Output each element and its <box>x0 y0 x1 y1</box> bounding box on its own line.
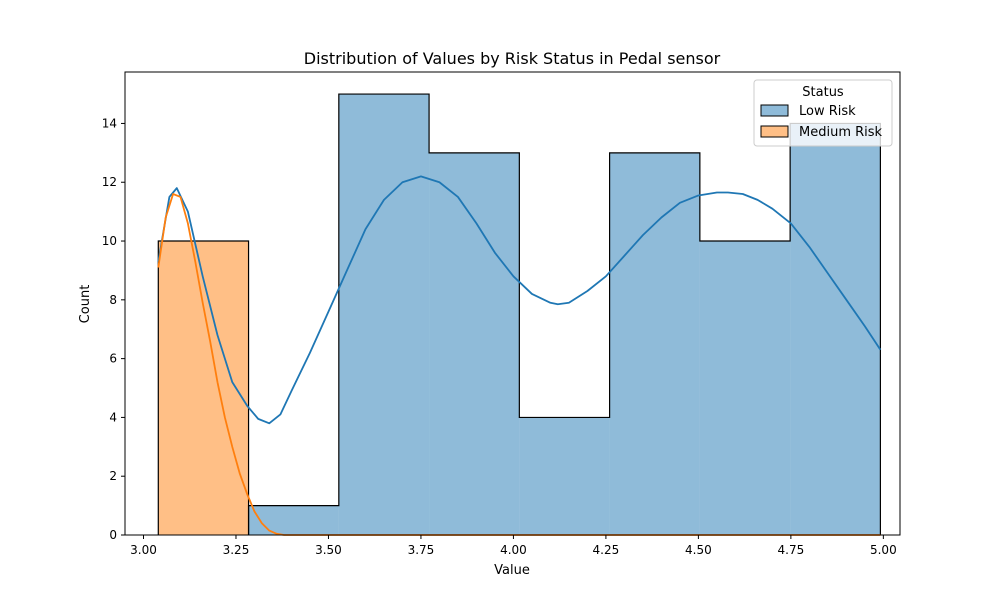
y-tick-label-7: 14 <box>102 116 117 130</box>
y-tick-label-0: 0 <box>109 528 117 542</box>
bar-low-risk-4 <box>519 417 610 535</box>
bar-outline-medium-risk <box>157 240 250 535</box>
y-tick-label-6: 12 <box>102 175 117 189</box>
y-tick-label-4: 8 <box>109 293 117 307</box>
bar-low-risk-3 <box>429 152 520 536</box>
y-axis-label: Count <box>78 285 93 324</box>
x-tick-label-3: 3.75 <box>408 543 435 557</box>
y-axis-ticks: 0 2 4 6 8 10 12 14 <box>102 116 125 542</box>
legend-label-low-risk: Low Risk <box>799 104 856 119</box>
legend-swatch-low-risk <box>760 104 789 117</box>
x-tick-label-7: 4.75 <box>778 543 805 557</box>
chart-title: Distribution of Values by Risk Status in… <box>304 49 721 68</box>
x-tick-label-2: 3.50 <box>315 543 342 557</box>
x-tick-label-6: 4.50 <box>685 543 712 557</box>
bar-low-risk-1 <box>248 505 339 535</box>
x-tick-label-8: 5.00 <box>870 543 897 557</box>
bar-low-risk-5 <box>609 152 700 536</box>
bar-medium-risk-0 <box>158 241 249 536</box>
legend-title: Status <box>802 85 844 100</box>
bar-low-risk-2 <box>338 94 430 536</box>
bar-low-risk-6 <box>699 241 791 536</box>
kde-line-low-risk <box>157 175 882 425</box>
x-tick-label-1: 3.25 <box>223 543 250 557</box>
bar-outline-low-risk <box>247 93 881 535</box>
x-tick-label-0: 3.00 <box>130 543 157 557</box>
bar-low-risk-7 <box>790 123 881 535</box>
plot-frame <box>124 71 901 536</box>
legend-label-medium-risk: Medium Risk <box>799 125 883 140</box>
x-tick-label-5: 4.25 <box>593 543 620 557</box>
y-tick-label-3: 6 <box>109 352 117 366</box>
legend-swatch-medium-risk <box>760 125 789 138</box>
x-tick-label-4: 4.00 <box>500 543 527 557</box>
y-tick-label-5: 10 <box>102 234 117 248</box>
x-axis-ticks: 3.00 3.25 3.50 3.75 4.00 4.25 4.50 4.75 5.00 <box>130 535 897 557</box>
y-tick-label-1: 2 <box>109 469 117 483</box>
bars-layer <box>157 93 881 536</box>
y-tick-label-2: 4 <box>109 410 117 424</box>
x-axis-label: Value <box>494 563 530 578</box>
legend: Status Low Risk Medium Risk <box>753 79 893 147</box>
